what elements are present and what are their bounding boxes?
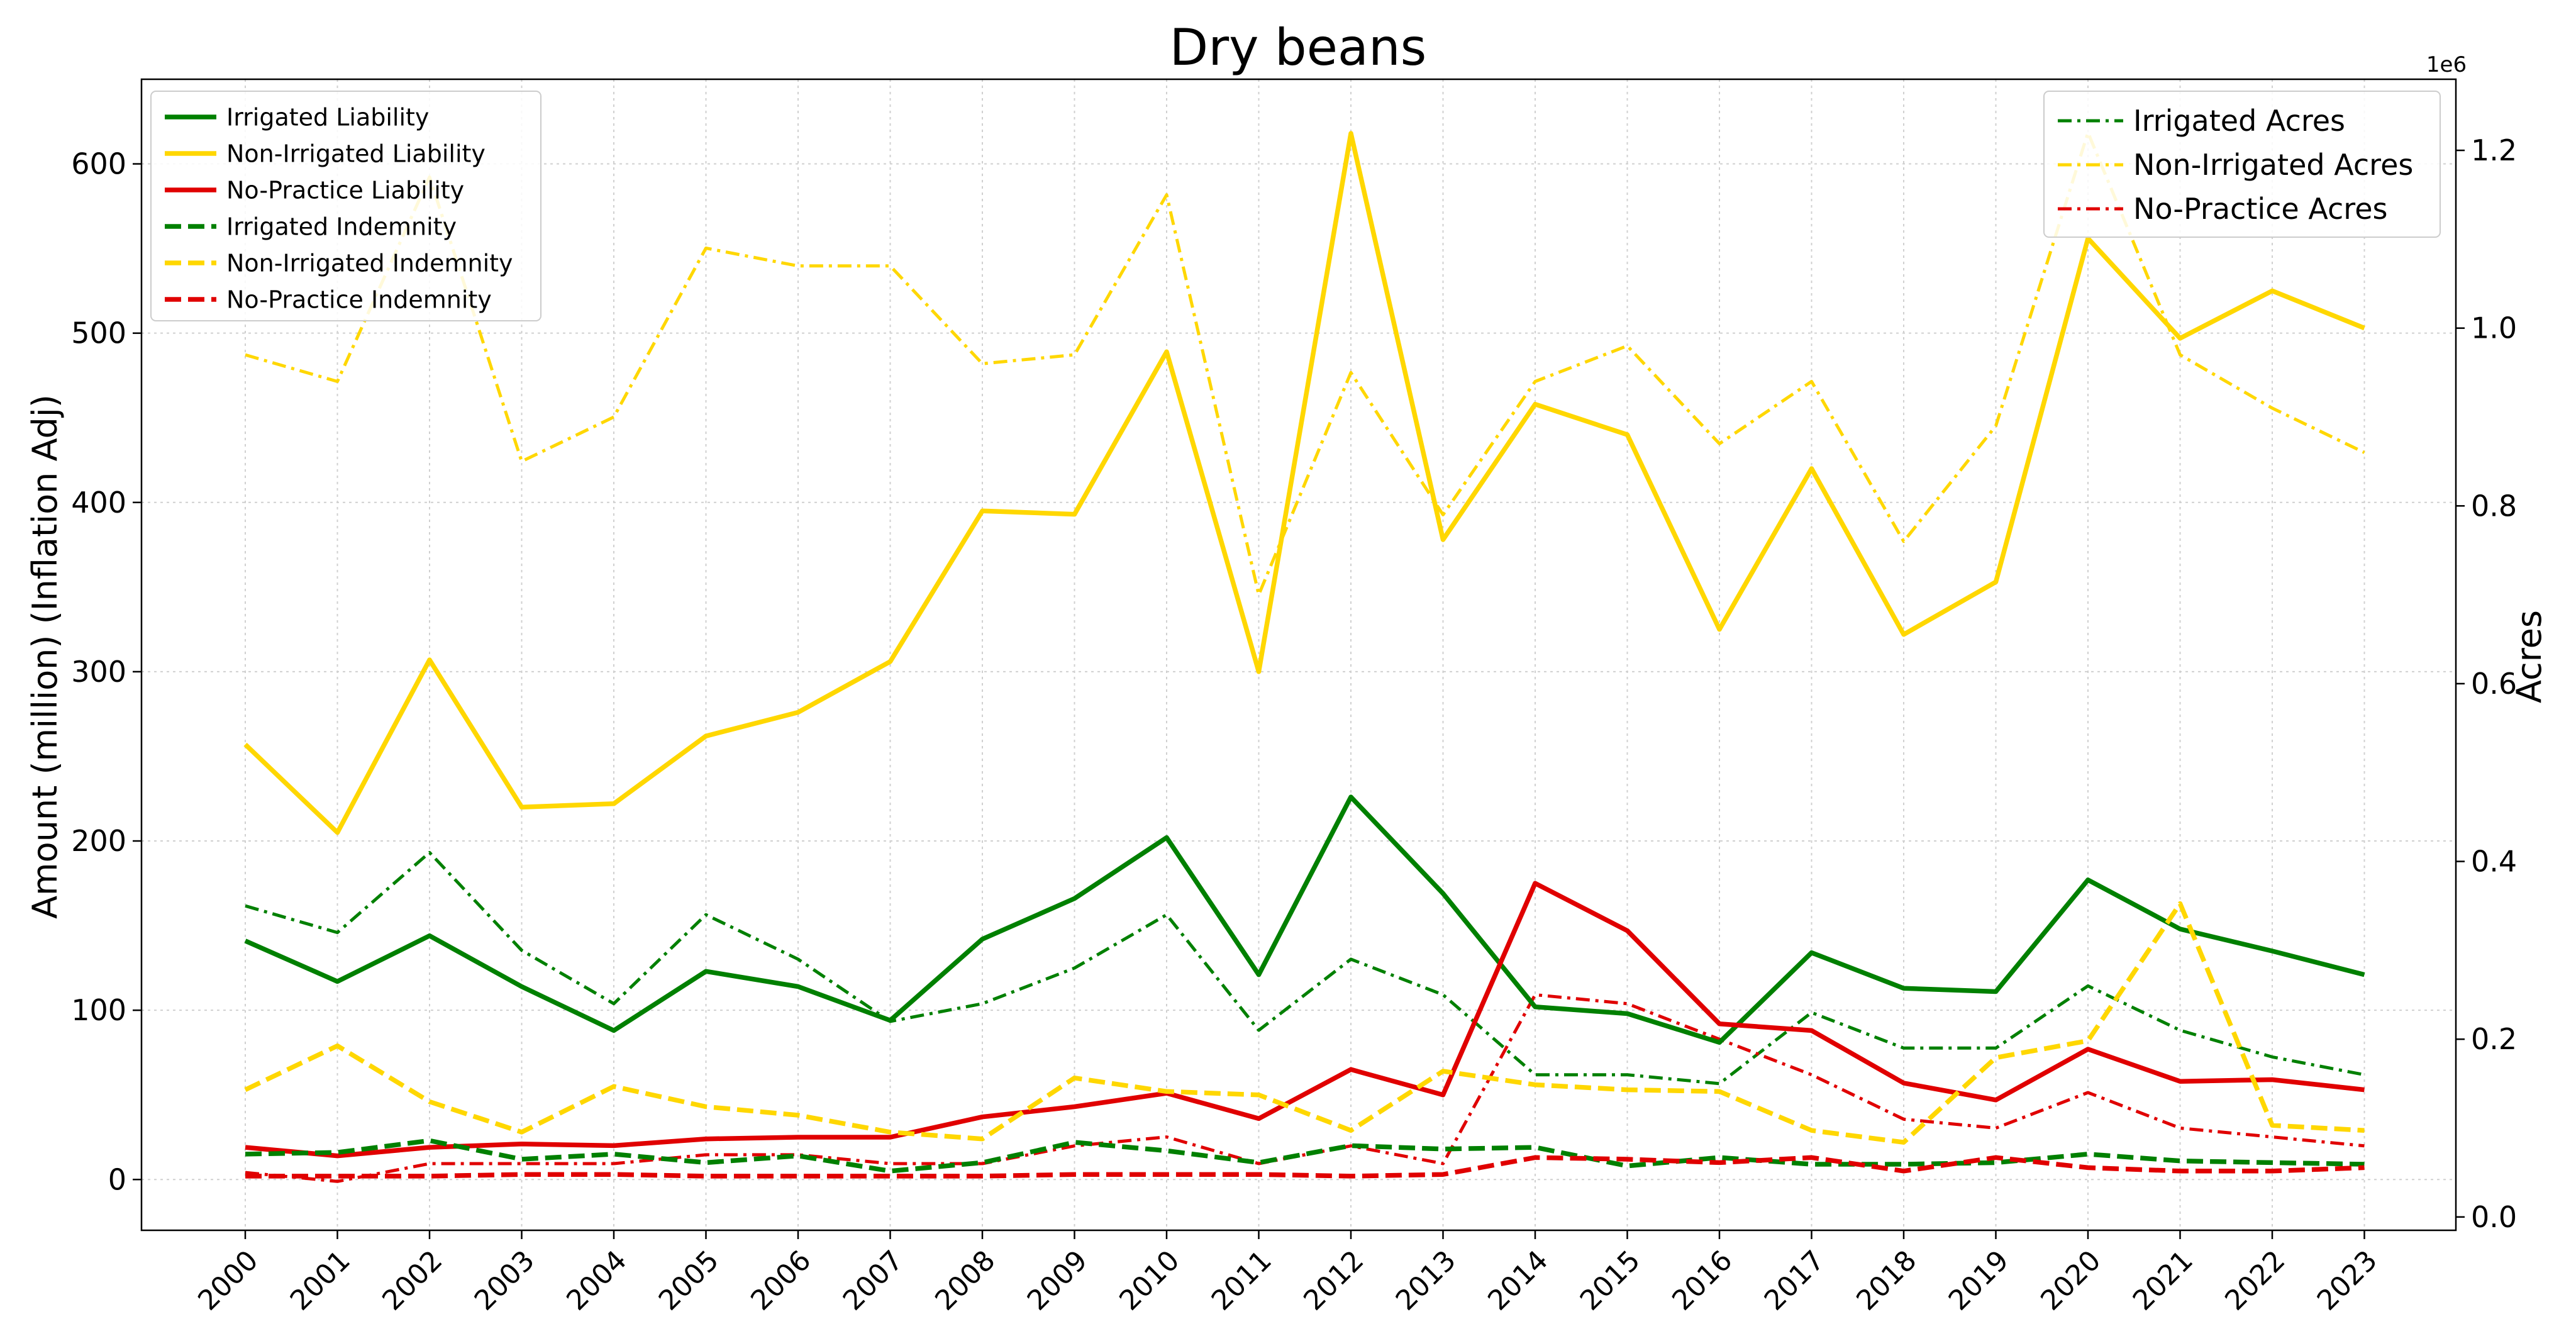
- x-tick-label-2020: 2020: [2035, 1244, 2107, 1316]
- plot-frame: [140, 78, 2457, 1232]
- x-tick-label-2009: 2009: [1021, 1244, 1094, 1316]
- y-tick-label-400: 400: [71, 486, 126, 520]
- legend-label-non-irrigated-acres: Non-Irrigated Acres: [2133, 148, 2413, 182]
- series-line-no-practice-liability: [245, 881, 2365, 1159]
- x-tick-label-2011: 2011: [1206, 1244, 1278, 1316]
- x-tick-label-2010: 2010: [1113, 1244, 1185, 1316]
- y2-tick-label-1: 0.2: [2471, 1022, 2517, 1056]
- series-line-non-irrigated-liability: [243, 131, 2365, 835]
- y2-tick-label-2: 0.4: [2471, 845, 2517, 879]
- x-tick-label-2007: 2007: [837, 1244, 909, 1316]
- legend-label-irrigated-indemnity: Irrigated Indemnity: [226, 213, 457, 240]
- x-tick-label-2013: 2013: [1390, 1244, 1462, 1316]
- y2-offset-text: 1e6: [2426, 52, 2467, 77]
- y2-axis-label: Acres: [2509, 610, 2549, 703]
- legend-acres: Irrigated Acres Non-Irrigated Acres No-Pra…: [2043, 91, 2441, 238]
- x-tick-label-2000: 2000: [192, 1244, 264, 1316]
- x-tick-label-2023: 2023: [2311, 1244, 2384, 1316]
- y-tick-label-200: 200: [71, 824, 126, 858]
- legend-frame: [2043, 91, 2441, 238]
- x-tick-label-2014: 2014: [1482, 1244, 1554, 1316]
- series-line-non-irrigated-acres: [245, 131, 2365, 597]
- x-tick-label-2018: 2018: [1850, 1244, 1923, 1316]
- y2-tick-label-5: 1.0: [2471, 311, 2517, 345]
- x-tick-label-2006: 2006: [745, 1244, 817, 1316]
- y2-tick-label-4: 0.8: [2471, 489, 2517, 523]
- y-tick-label-600: 600: [71, 147, 126, 181]
- chart-title: Dry beans: [1170, 18, 1427, 77]
- y2-tick-label-0: 0.0: [2471, 1200, 2517, 1234]
- series-line-non-irrigated-indemnity: [244, 901, 2365, 1145]
- legend-label-irrigated-liability: Irrigated Liability: [226, 103, 429, 131]
- series-lines-layer: [243, 131, 2365, 1183]
- x-tick-label-2019: 2019: [1943, 1244, 2015, 1316]
- legend-frame: [150, 91, 541, 321]
- x-tick-label-2021: 2021: [2127, 1244, 2199, 1316]
- legend-label-no-practice-acres: No-Practice Acres: [2133, 192, 2387, 226]
- x-tick-label-2017: 2017: [1758, 1244, 1831, 1316]
- legend-liability-indemnity: Irrigated Liability Non-Irrigated Liabili…: [150, 91, 541, 321]
- legend-label-irrigated-acres: Irrigated Acres: [2133, 104, 2345, 138]
- y-axis-label: Amount (million) (Inflation Adj): [25, 394, 65, 919]
- x-tick-label-2002: 2002: [376, 1244, 448, 1316]
- y2-tick-label-6: 1.2: [2471, 133, 2517, 167]
- legend-label-no-practice-liability: No-Practice Liability: [226, 176, 464, 204]
- y-tick-label-300: 300: [71, 655, 126, 689]
- y2-tick-label-3: 0.6: [2471, 667, 2517, 701]
- y-tick-label-500: 500: [71, 316, 126, 350]
- x-tick-label-2022: 2022: [2219, 1244, 2291, 1316]
- x-tick-label-2001: 2001: [284, 1244, 357, 1316]
- legend-label-no-practice-indemnity: No-Practice Indemnity: [226, 286, 492, 313]
- y-tick-label-100: 100: [71, 993, 126, 1027]
- x-tick-label-2016: 2016: [1666, 1244, 1738, 1316]
- x-tick-label-2015: 2015: [1574, 1244, 1646, 1316]
- series-line-no-practice-indemnity: [245, 1155, 2365, 1179]
- x-tick-label-2004: 2004: [560, 1244, 633, 1316]
- x-tick-label-2003: 2003: [469, 1244, 541, 1316]
- x-tick-label-2012: 2012: [1297, 1244, 1370, 1316]
- series-line-irrigated-acres: [245, 850, 2365, 1086]
- legend-label-non-irrigated-indemnity: Non-Irrigated Indemnity: [226, 249, 513, 277]
- x-tick-label-2008: 2008: [929, 1244, 1001, 1316]
- x-tick-label-2005: 2005: [653, 1244, 725, 1316]
- series-line-irrigated-liability: [244, 794, 2365, 1045]
- y-tick-label-0: 0: [108, 1162, 126, 1196]
- series-line-no-practice-acres: [245, 993, 2365, 1183]
- legend-label-non-irrigated-liability: Non-Irrigated Liability: [226, 140, 486, 167]
